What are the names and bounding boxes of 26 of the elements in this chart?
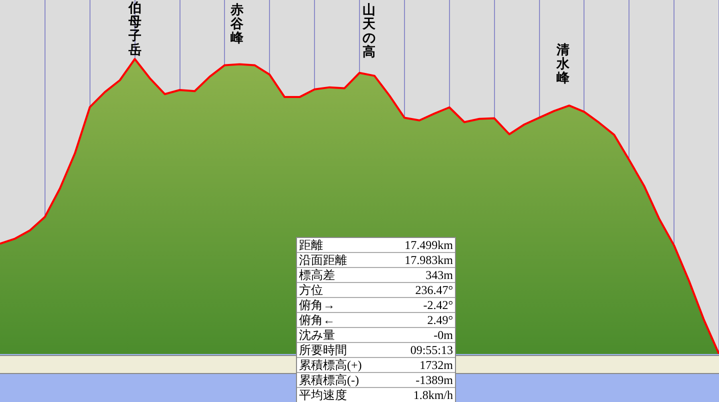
annotation: 俯角→ [299, 298, 335, 312]
text: 1.8km/h [413, 388, 453, 402]
text: 赤谷峰 [229, 3, 244, 46]
annotation: 沿面距離 [299, 253, 347, 267]
annotation: 09:55:13 [410, 343, 453, 357]
annotation: 343m [426, 268, 453, 282]
text: 1732m [420, 358, 453, 372]
text: 累積標高(-) [299, 373, 359, 387]
annotation: -0m [434, 328, 453, 342]
annotation: 236.47° [415, 283, 453, 297]
annotation: 沈み量 [299, 328, 335, 342]
text: 平均速度 [299, 388, 347, 402]
annotation: 17.499km [404, 238, 453, 252]
text: 累積標高(+) [299, 358, 362, 372]
annotation: 方位 [299, 283, 323, 297]
annotation: 2.49° [427, 313, 453, 327]
annotation: 所要時間 [299, 343, 347, 357]
annotation: 俯角← [299, 313, 335, 327]
annotation: 距離 [299, 238, 323, 252]
annotation: 山天の高 [361, 3, 376, 60]
annotation: -2.42° [423, 298, 453, 312]
annotation: 17.983km [404, 253, 453, 267]
annotation: 清水峰 [555, 43, 570, 86]
text: 伯母子岳 [127, 1, 142, 58]
text: -1389m [416, 373, 453, 387]
annotation: 標高差 [299, 268, 335, 282]
